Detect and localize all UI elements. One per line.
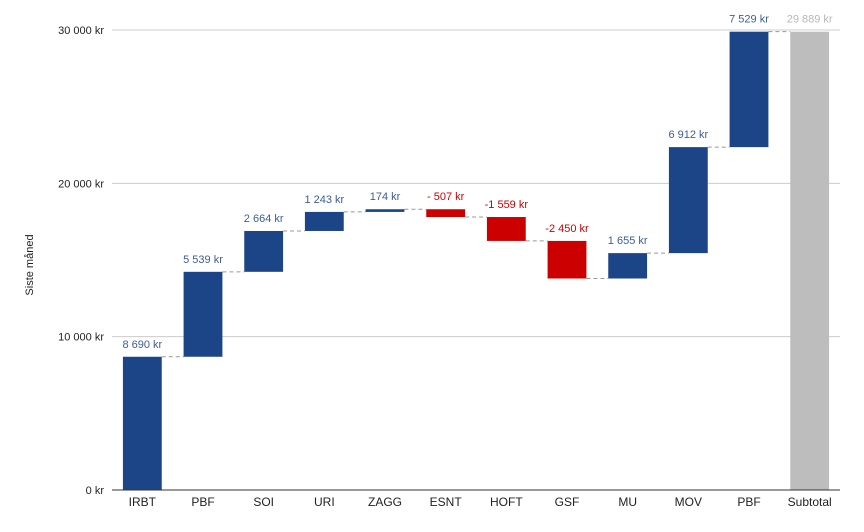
x-tick-label: PBF xyxy=(191,495,214,509)
x-tick-label: ZAGG xyxy=(368,495,402,509)
bar-uri xyxy=(304,211,344,231)
x-tick-label: URI xyxy=(314,495,335,509)
x-tick-label: Subtotal xyxy=(788,495,832,509)
bars xyxy=(122,31,830,491)
y-tick-label: 10 000 kr xyxy=(58,332,104,344)
bar-esnt xyxy=(426,209,466,218)
bar-pbf xyxy=(729,31,769,148)
bar-irbt xyxy=(122,356,162,490)
data-label: 5 539 kr xyxy=(183,254,223,266)
data-label: 174 kr xyxy=(370,191,401,203)
bar-pbf xyxy=(183,271,223,357)
x-tick-label: SOI xyxy=(253,495,274,509)
x-tick-label: MU xyxy=(618,495,637,509)
x-tick-label: PBF xyxy=(737,495,760,509)
data-label: 2 664 kr xyxy=(244,213,284,225)
data-label: - 507 kr xyxy=(427,191,465,203)
x-tick-label: MOV xyxy=(675,495,702,509)
bar-mu xyxy=(608,253,648,279)
connector-lines xyxy=(161,31,791,358)
y-axis-title: Siste måned xyxy=(24,234,36,295)
y-tick-label: 30 000 kr xyxy=(58,25,104,37)
bar-soi xyxy=(244,230,284,272)
gridlines xyxy=(112,29,840,338)
data-label: 6 912 kr xyxy=(668,129,708,141)
x-tick-label: HOFT xyxy=(490,495,523,509)
x-tick-label: IRBT xyxy=(129,495,157,509)
data-label: 7 529 kr xyxy=(729,14,769,26)
bar-zagg xyxy=(365,209,405,212)
data-label: -2 450 kr xyxy=(545,223,589,235)
x-axis: IRBT PBF SOI URI ZAGG ESNT HOFT GSF MU MOV PBF Subt… xyxy=(112,489,840,509)
bar-mov xyxy=(668,147,708,254)
data-label: -1 559 kr xyxy=(485,199,529,211)
x-tick-label: GSF xyxy=(555,495,580,509)
bar-hoft xyxy=(486,217,526,241)
bar-subtotal xyxy=(790,31,830,491)
data-label: 1 655 kr xyxy=(608,235,648,247)
data-labels: 8 690 kr 5 539 kr 2 664 kr 1 243 kr 174 kr - … xyxy=(122,14,832,351)
x-tick-label: ESNT xyxy=(430,495,463,509)
bar-gsf xyxy=(547,240,587,279)
y-axis: 0 kr 10 000 kr 20 000 kr 30 000 kr xyxy=(58,25,104,497)
data-label: 8 690 kr xyxy=(122,339,162,351)
data-label: 1 243 kr xyxy=(304,194,344,206)
y-tick-label: 0 kr xyxy=(86,485,105,497)
y-tick-label: 20 000 kr xyxy=(58,178,104,190)
data-label: 29 889 kr xyxy=(787,14,833,26)
